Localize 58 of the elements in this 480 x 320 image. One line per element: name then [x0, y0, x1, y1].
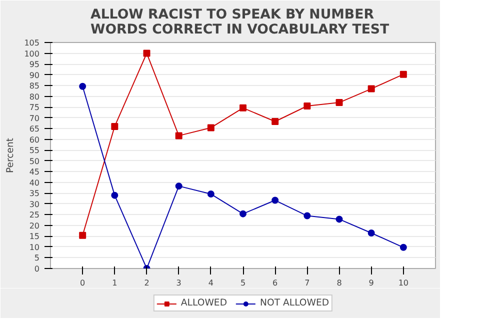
- point: [175, 132, 182, 140]
- point: [400, 244, 407, 251]
- point: [79, 82, 86, 90]
- y-tick-label: 25: [29, 210, 40, 220]
- y-tick-label: 80: [29, 92, 40, 102]
- y-tick-label: 20: [29, 221, 40, 230]
- x-tick-label: 5: [240, 278, 246, 288]
- y-tick-label: 65: [29, 124, 40, 134]
- x-tick-label: 6: [272, 278, 278, 288]
- y-tick-label: 45: [29, 168, 40, 177]
- x-tick-label: 1: [112, 278, 118, 288]
- point: [175, 182, 182, 190]
- y-tick-label: 35: [29, 189, 40, 198]
- y-axis-title: Percent: [5, 138, 16, 174]
- point: [207, 124, 214, 132]
- y-tick-label: 0: [34, 264, 40, 274]
- point: [240, 210, 246, 218]
- x-tick-label: 8: [336, 278, 342, 288]
- point: [272, 196, 279, 204]
- y-tick-label: 40: [29, 178, 40, 188]
- y-tick-label: 60: [29, 135, 40, 144]
- x-tick-label: 4: [208, 278, 214, 288]
- point: [79, 232, 86, 239]
- chart-title: ALLOW RACIST TO SPEAK BY NUMBER WORDS CORRECT IN VOCABULARY TEST: [90, 8, 390, 38]
- y-tick-label: 50: [29, 156, 40, 166]
- y-tick-label: 90: [29, 70, 40, 80]
- y-tick-label: 30: [29, 200, 40, 209]
- point: [400, 70, 407, 78]
- legend-label: NOT ALLOWED: [260, 298, 330, 308]
- point: [368, 229, 375, 236]
- x-tick-label: 3: [176, 278, 182, 288]
- y-tick-label: 100: [24, 49, 40, 58]
- y-tick-label: 70: [29, 114, 40, 123]
- x-tick-label: 0: [80, 278, 86, 288]
- point: [240, 104, 246, 112]
- y-tick-label: 55: [29, 146, 40, 156]
- point: [207, 190, 214, 198]
- y-tick-label: 95: [29, 60, 40, 70]
- point: [272, 118, 279, 125]
- x-tick-label: 7: [304, 278, 310, 288]
- point: [111, 122, 118, 130]
- y-tick-label: 105: [24, 38, 40, 48]
- y-tick-label: 5: [34, 254, 40, 263]
- x-tick-label: 2: [144, 278, 150, 288]
- x-tick-label: 10: [398, 278, 409, 288]
- point: [336, 216, 343, 223]
- point: [111, 192, 118, 199]
- point: [336, 99, 343, 106]
- point: [368, 85, 375, 92]
- x-tick-label: 9: [368, 278, 374, 288]
- point: [143, 50, 150, 57]
- y-tick-label: 10: [29, 242, 40, 252]
- y-tick-label: 75: [29, 103, 40, 112]
- point: [304, 102, 311, 110]
- legend-label: ALLOWED: [180, 298, 228, 308]
- y-tick-label: 85: [29, 82, 40, 91]
- point: [304, 212, 311, 220]
- y-tick-label: 15: [29, 232, 40, 242]
